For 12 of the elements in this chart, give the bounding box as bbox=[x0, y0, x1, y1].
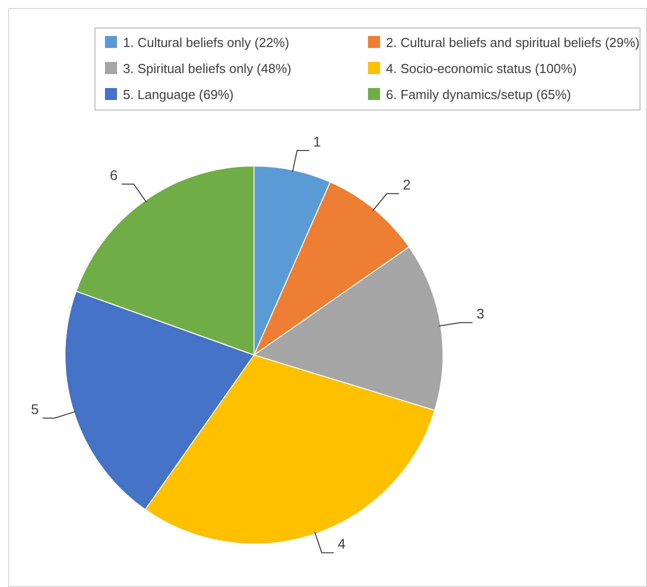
legend-label: 5. Language (69%) bbox=[123, 87, 234, 102]
text: 5 bbox=[30, 400, 39, 417]
legend-label: 3. Spiritual beliefs only (48%) bbox=[123, 61, 292, 76]
text: 6 bbox=[110, 166, 118, 183]
text: 3 bbox=[476, 305, 484, 322]
legend-label: 4. Socio-economic status (100%) bbox=[386, 61, 577, 76]
legend-label: 6. Family dynamics/setup (65%) bbox=[386, 87, 571, 102]
legend-label: 2. Cultural beliefs and spiritual beliefs (29%) bbox=[386, 35, 640, 50]
text: 2 bbox=[402, 176, 411, 192]
text: 4 bbox=[338, 536, 346, 552]
legend-label: 1. Cultural beliefs only (22%) bbox=[123, 35, 290, 50]
text: 1 bbox=[313, 133, 322, 150]
